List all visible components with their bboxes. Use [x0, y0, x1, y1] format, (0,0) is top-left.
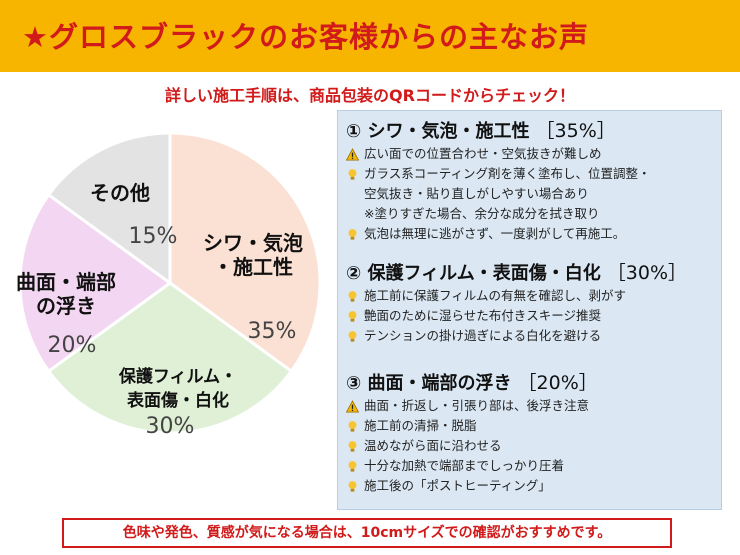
section-percent: ［30%］	[606, 262, 688, 284]
section-heading: ② 保護フィルム・表面傷・白化 ［30%］	[346, 261, 716, 286]
pie-slice	[46, 281, 294, 435]
section-title: ② 保護フィルム・表面傷・白化	[346, 263, 601, 284]
warning-icon	[345, 399, 360, 413]
list-item: 十分な加熱で端部までしっかり圧着	[346, 456, 716, 476]
lightbulb-icon	[346, 329, 359, 342]
section-wrinkles: ① シワ・気泡・施工性 ［35%］ 広い面での位置合わせ・空気抜きが難しめ ガラス…	[345, 119, 716, 244]
list-item: テンションの掛け過ぎによる白化を避ける	[346, 326, 716, 346]
slice-label: 曲面・端部	[16, 270, 116, 294]
item-text: 施工前に保護フィルムの有無を確認し、剥がす	[364, 288, 627, 303]
slice-label: 保護フィルム・	[118, 366, 237, 387]
section-heading: ③ 曲面・端部の浮き ［20%］	[346, 371, 716, 396]
page-title: ★グロスブラックのお客様からの主なお声	[22, 20, 589, 54]
pie-slice	[168, 131, 322, 374]
slice-label: シワ・気泡	[203, 231, 303, 255]
list-item: ガラス系コーティング剤を薄く塗布し、位置調整・	[346, 164, 716, 184]
item-text: 気泡は無理に逃がさず、一度剥がして再施工。	[364, 226, 626, 241]
section-percent: ［35%］	[535, 120, 616, 142]
list-item: 施工前の清掃・脱脂	[346, 416, 716, 436]
list-item: ※塗りすぎた場合、余分な成分を拭き取り	[346, 204, 716, 224]
item-text: ※塗りすぎた場合、余分な成分を拭き取り	[364, 206, 600, 221]
item-text: 温めながら面に沿わせる	[364, 438, 502, 453]
lightbulb-icon	[346, 309, 359, 322]
item-text: 十分な加熱で端部までしっかり圧着	[364, 458, 565, 473]
footer-note: 色味や発色、質感が気になる場合は、10cmサイズでの確認がおすすめです。	[62, 518, 672, 548]
pie-chart: シワ・気泡・施工性 35% 保護フィルム・表面傷・白化 30% 曲面・端部の浮き 20% そ…	[16, 131, 322, 439]
lightbulb-icon	[346, 419, 359, 432]
slice-value-label: 35%	[248, 319, 297, 344]
slice-label: の浮き	[36, 294, 96, 318]
feedback-panel: ① シワ・気泡・施工性 ［35%］ 広い面での位置合わせ・空気抜きが難しめ ガラス…	[337, 110, 722, 510]
list-item: 施工後の「ポストヒーティング」	[346, 476, 716, 496]
lightbulb-icon	[346, 479, 359, 492]
qr-instruction-text: 詳しい施工手順は、商品包装のQRコードからチェック！	[165, 86, 575, 105]
item-text: 施工前の清掃・脱脂	[364, 418, 477, 433]
section-title: ① シワ・気泡・施工性	[346, 121, 530, 142]
lightbulb-icon	[346, 439, 359, 452]
item-text: 広い面での位置合わせ・空気抜きが難しめ	[364, 146, 602, 161]
list-item: 気泡は無理に逃がさず、一度剥がして再施工。	[346, 224, 716, 244]
lightbulb-icon	[346, 167, 359, 180]
slice-value-label: 15%	[129, 224, 178, 249]
section-protective-film: ② 保護フィルム・表面傷・白化 ［30%］ 施工前に保護フィルムの有無を確認し、剥…	[346, 261, 716, 346]
list-item: 曲面・折返し・引張り部は、後浮き注意	[345, 396, 716, 416]
section-edge-lift: ③ 曲面・端部の浮き ［20%］ 曲面・折返し・引張り部は、後浮き注意 施工前の清…	[345, 371, 716, 496]
lightbulb-icon	[346, 459, 359, 472]
pie-slice	[18, 192, 173, 374]
item-text: 曲面・折返し・引張り部は、後浮き注意	[364, 398, 590, 413]
section-title: ③ 曲面・端部の浮き	[346, 373, 512, 394]
slice-label: ・施工性	[213, 255, 293, 279]
slice-value-label: 20%	[48, 333, 97, 358]
header-banner: ★グロスブラックのお客様からの主なお声	[0, 0, 740, 72]
lightbulb-icon	[346, 227, 359, 240]
slice-label: その他	[90, 181, 150, 205]
warning-icon	[345, 147, 360, 161]
pie-slice	[46, 131, 172, 286]
item-text: テンションの掛け過ぎによる白化を避ける	[364, 328, 602, 343]
section-percent: ［20%］	[517, 372, 598, 394]
item-text: 施工後の「ポストヒーティング」	[364, 478, 551, 493]
lightbulb-icon	[346, 289, 359, 302]
slice-label: 表面傷・白化	[127, 390, 229, 411]
list-item: 施工前に保護フィルムの有無を確認し、剥がす	[346, 286, 716, 306]
slice-value-label: 30%	[146, 414, 195, 439]
list-item: 温めながら面に沿わせる	[346, 436, 716, 456]
list-item: 空気抜き・貼り直しがしやすい場合あり	[346, 184, 716, 204]
list-item: 艶面のために湿らせた布付きスキージ推奨	[346, 306, 716, 326]
list-item: 広い面での位置合わせ・空気抜きが難しめ	[345, 144, 716, 164]
item-text: 空気抜き・貼り直しがしやすい場合あり	[364, 186, 589, 201]
item-text: 艶面のために湿らせた布付きスキージ推奨	[364, 308, 602, 323]
item-text: ガラス系コーティング剤を薄く塗布し、位置調整・	[364, 166, 651, 181]
section-heading: ① シワ・気泡・施工性 ［35%］	[346, 119, 716, 144]
